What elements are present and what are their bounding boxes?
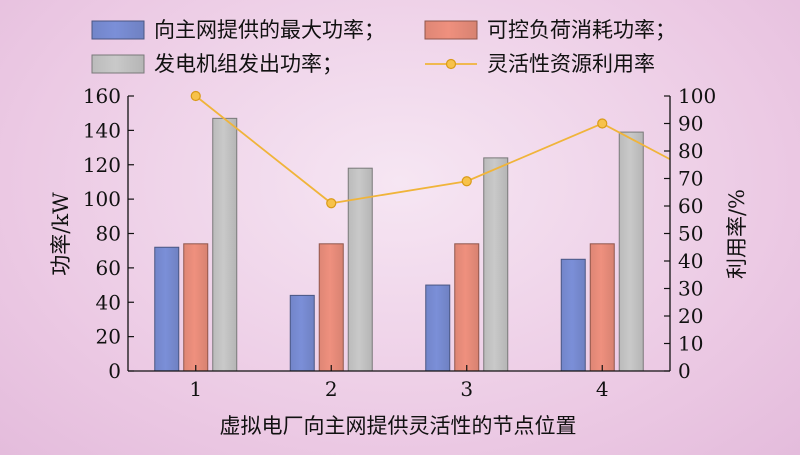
y2-tick-label: 90 <box>678 112 703 136</box>
y-tick-label: 20 <box>96 325 121 349</box>
x-axis-label: 虚拟电厂向主网提供灵活性的节点位置 <box>220 414 577 438</box>
legend-label-1: 向主网提供的最大功率； <box>154 18 385 42</box>
utilization-point-1 <box>190 90 201 102</box>
bar-2-1 <box>183 243 209 372</box>
y2-tick-label: 70 <box>678 167 703 191</box>
utilization-point-4 <box>597 118 608 129</box>
bar-3-4 <box>618 131 644 372</box>
bar-3-1 <box>212 117 238 372</box>
legend-label-3: 发电机组发出功率； <box>154 52 343 76</box>
legend-label-4: 灵活性资源利用率 <box>487 52 655 76</box>
y-tick-label: 140 <box>83 118 121 142</box>
y-tick-label: 100 <box>83 187 121 211</box>
legend-label-2: 可控负荷消耗功率； <box>487 18 676 42</box>
y2-tick-label: 0 <box>678 359 691 383</box>
utilization-point-3 <box>461 176 472 187</box>
utilization-point-2 <box>326 198 337 209</box>
y-axis-label: 功率/kW <box>49 192 73 276</box>
y2-tick-label: 50 <box>678 222 703 246</box>
y2-tick-label: 30 <box>678 277 703 301</box>
x-tick-label: 1 <box>189 377 202 401</box>
legend-swatch-1 <box>91 20 145 40</box>
bar-3-3 <box>483 157 509 372</box>
y2-tick-label: 40 <box>678 249 703 273</box>
bar-2-2 <box>318 243 344 372</box>
bar-1-1 <box>154 246 180 372</box>
bar-1-2 <box>289 294 315 372</box>
bar-1-3 <box>425 284 451 372</box>
legend-marker <box>445 58 457 70</box>
y-tick-label: 160 <box>83 84 121 108</box>
y-tick-label: 60 <box>96 256 121 280</box>
y2-tick-label: 10 <box>678 332 703 356</box>
y-tick-label: 80 <box>96 222 121 246</box>
y-tick-label: 40 <box>96 290 121 314</box>
x-tick-label: 4 <box>596 377 609 401</box>
y2-tick-label: 60 <box>678 194 703 218</box>
y-tick-label: 0 <box>108 359 121 383</box>
y2-tick-label: 80 <box>678 139 703 163</box>
y2-tick-label: 100 <box>678 84 716 108</box>
legend: 向主网提供的最大功率； 可控负荷消耗功率； 发电机组发出功率； 灵活性资源利用率 <box>91 18 676 76</box>
x-tick-label: 3 <box>460 377 473 401</box>
plot-area <box>154 90 671 372</box>
y2-tick-label: 20 <box>678 304 703 328</box>
bar-1-4 <box>560 258 586 372</box>
axes: 0 20 40 60 80 100 120 140 160 0 10 20 30 40 50 60 70 80 90… <box>83 84 716 401</box>
y-tick-label: 120 <box>83 153 121 177</box>
bar-2-3 <box>454 243 480 372</box>
legend-swatch-3 <box>91 54 145 74</box>
bar-2-4 <box>589 243 615 372</box>
legend-swatch-2 <box>424 20 478 40</box>
x-tick-label: 2 <box>325 377 338 401</box>
utilization-line <box>195 95 671 205</box>
y2-axis-label: 利用率/% <box>725 189 749 279</box>
